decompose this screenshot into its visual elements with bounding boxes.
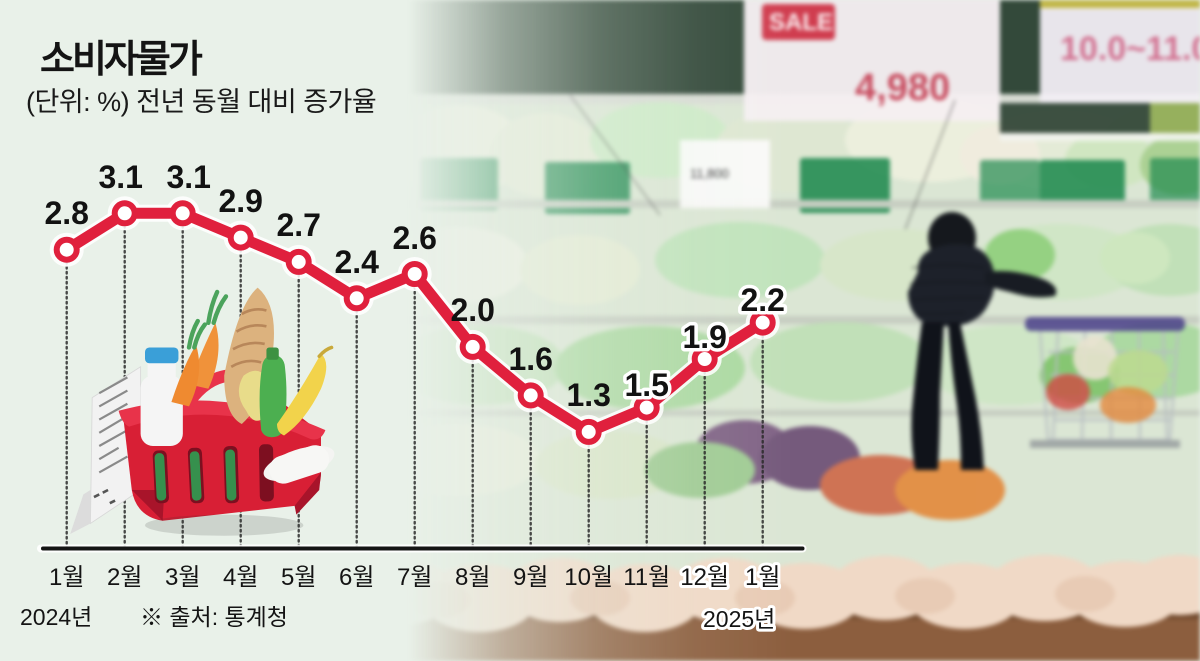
svg-text:3월: 3월 (165, 564, 200, 591)
svg-text:2.9: 2.9 (218, 183, 262, 219)
svg-text:4월: 4월 (223, 564, 258, 591)
svg-text:2024년: 2024년 (20, 604, 92, 630)
svg-text:2025년: 2025년 (703, 606, 775, 632)
svg-text:6월: 6월 (339, 564, 374, 591)
svg-text:7월: 7월 (397, 564, 432, 591)
svg-text:2.8: 2.8 (44, 195, 88, 231)
svg-text:1.3: 1.3 (566, 377, 610, 413)
svg-text:3.1: 3.1 (166, 159, 210, 195)
svg-text:※ 출처: 통계청: ※ 출처: 통계청 (140, 604, 288, 630)
svg-text:1월: 1월 (49, 564, 84, 591)
svg-text:8월: 8월 (455, 564, 490, 591)
svg-text:3.1: 3.1 (98, 159, 142, 195)
svg-text:10월: 10월 (564, 564, 613, 591)
svg-text:1월: 1월 (745, 564, 780, 591)
svg-text:2.7: 2.7 (276, 207, 320, 243)
svg-text:2.2: 2.2 (740, 282, 784, 318)
svg-text:9월: 9월 (513, 564, 548, 591)
svg-text:1.6: 1.6 (508, 341, 552, 377)
svg-text:2.0: 2.0 (450, 292, 494, 328)
svg-text:2월: 2월 (107, 564, 142, 591)
svg-text:2.6: 2.6 (392, 220, 436, 256)
svg-text:2.4: 2.4 (334, 244, 379, 280)
svg-text:5월: 5월 (281, 564, 316, 591)
svg-text:11월: 11월 (623, 564, 670, 591)
svg-text:1.9: 1.9 (682, 319, 726, 355)
svg-text:12월: 12월 (680, 564, 729, 591)
svg-text:1.5: 1.5 (624, 367, 668, 403)
